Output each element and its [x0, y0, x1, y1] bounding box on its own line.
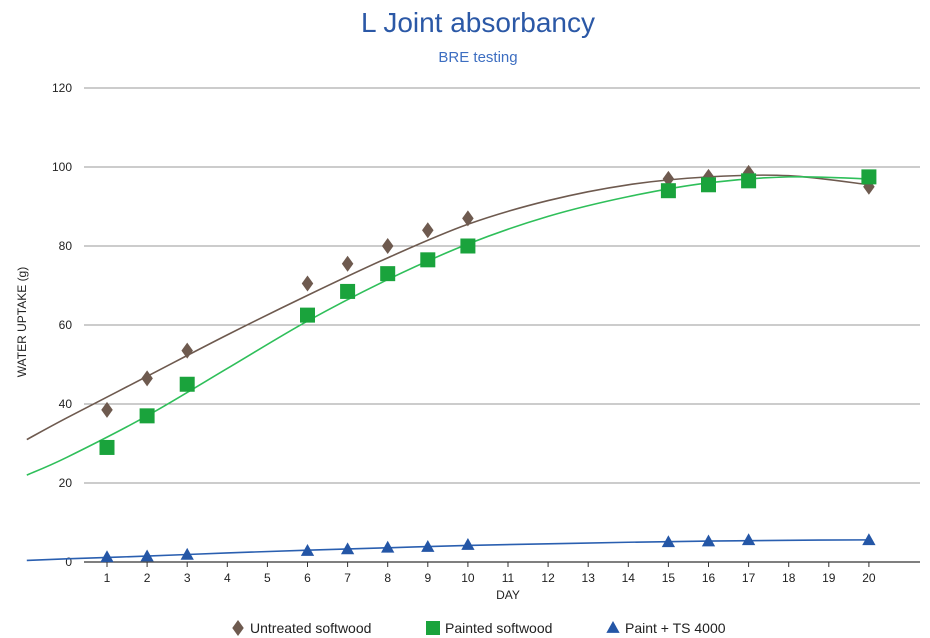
- data-point-untreated-softwood: [301, 275, 314, 292]
- data-point-painted-softwood: [179, 376, 195, 392]
- y-tick-label: 60: [59, 318, 73, 332]
- y-tick-label: 80: [59, 239, 73, 253]
- data-points: [99, 164, 877, 563]
- data-point-painted-softwood: [460, 238, 476, 254]
- chart-title: L Joint absorbancy: [361, 7, 595, 38]
- legend: Untreated softwood Painted softwood Paint …: [232, 620, 726, 636]
- data-point-paint-ts-4000: [381, 540, 395, 553]
- legend-label: Painted softwood: [445, 620, 552, 636]
- x-tick-label: 20: [862, 571, 876, 585]
- data-point-paint-ts-4000: [862, 533, 876, 546]
- legend-label: Paint + TS 4000: [625, 620, 726, 636]
- y-tick-label: 100: [52, 160, 72, 174]
- y-tick-label: 0: [65, 555, 72, 569]
- x-tick-label: 17: [742, 571, 756, 585]
- legend-label: Untreated softwood: [250, 620, 371, 636]
- y-tick-label: 120: [52, 81, 72, 95]
- data-point-untreated-softwood: [341, 255, 354, 272]
- y-tick-label: 40: [59, 397, 73, 411]
- data-point-paint-ts-4000: [300, 543, 315, 556]
- trend-line-untreated-softwood: [26, 174, 869, 441]
- legend-item-untreated-softwood: Untreated softwood: [232, 620, 371, 636]
- data-point-paint-ts-4000: [140, 549, 154, 562]
- x-tick-label: 13: [582, 571, 596, 585]
- x-tick-label: 15: [662, 571, 676, 585]
- trend-line-painted-softwood: [26, 175, 869, 476]
- x-tick-label: 4: [224, 571, 231, 585]
- x-tick-label: 11: [502, 571, 515, 585]
- data-point-painted-softwood: [340, 283, 356, 299]
- data-point-painted-softwood: [861, 169, 877, 185]
- data-point-untreated-softwood: [662, 170, 675, 187]
- data-point-paint-ts-4000: [741, 533, 756, 546]
- x-tick-label: 18: [782, 571, 796, 585]
- data-point-untreated-softwood: [422, 222, 434, 239]
- data-point-painted-softwood: [300, 307, 315, 323]
- legend-marker: [606, 621, 620, 633]
- trend-lines: [26, 174, 869, 562]
- y-tick-label: 20: [59, 476, 73, 490]
- data-point-paint-ts-4000: [421, 539, 435, 552]
- legend-item-painted-softwood: Painted softwood: [426, 620, 552, 636]
- data-point-untreated-softwood: [462, 210, 474, 227]
- data-point-untreated-softwood: [381, 238, 394, 254]
- data-point-painted-softwood: [660, 183, 676, 199]
- x-tick-label: 5: [264, 571, 271, 585]
- x-tick-label: 12: [541, 571, 555, 585]
- x-tick-label: 8: [384, 571, 391, 585]
- x-tick-label: 7: [344, 571, 351, 585]
- data-point-paint-ts-4000: [461, 538, 475, 550]
- x-tick-label: 6: [304, 571, 311, 585]
- data-point-paint-ts-4000: [180, 547, 194, 560]
- data-point-paint-ts-4000: [100, 550, 114, 563]
- data-point-painted-softwood: [741, 173, 757, 189]
- chart-subtitle: BRE testing: [438, 49, 517, 66]
- data-point-paint-ts-4000: [340, 542, 355, 555]
- data-point-paint-ts-4000: [701, 534, 716, 547]
- data-point-untreated-softwood: [181, 342, 193, 359]
- x-tick-label: 2: [144, 571, 151, 585]
- data-point-painted-softwood: [139, 408, 155, 424]
- x-axis-label: DAY: [496, 588, 520, 602]
- gridlines: [84, 87, 920, 567]
- trend-line-paint-ts-4000: [26, 539, 869, 562]
- x-tick-label: 10: [461, 571, 475, 585]
- x-tick-label: 3: [184, 571, 191, 585]
- data-point-untreated-softwood: [101, 401, 113, 418]
- x-tick-label: 1: [104, 571, 111, 585]
- legend-item-paint-ts-4000: Paint + TS 4000: [606, 620, 726, 636]
- data-point-painted-softwood: [701, 177, 716, 193]
- x-tick-label: 16: [702, 571, 716, 585]
- data-point-untreated-softwood: [141, 370, 153, 387]
- x-tick-label: 19: [822, 571, 836, 585]
- data-point-painted-softwood: [420, 252, 436, 268]
- legend-marker: [426, 621, 440, 635]
- data-point-painted-softwood: [99, 439, 115, 455]
- legend-marker: [232, 620, 244, 636]
- data-point-painted-softwood: [380, 266, 396, 282]
- y-axis-label: WATER UPTAKE (g): [15, 267, 29, 377]
- data-point-paint-ts-4000: [661, 535, 676, 548]
- x-tick-label: 9: [424, 571, 431, 585]
- x-tick-label: 14: [622, 571, 636, 585]
